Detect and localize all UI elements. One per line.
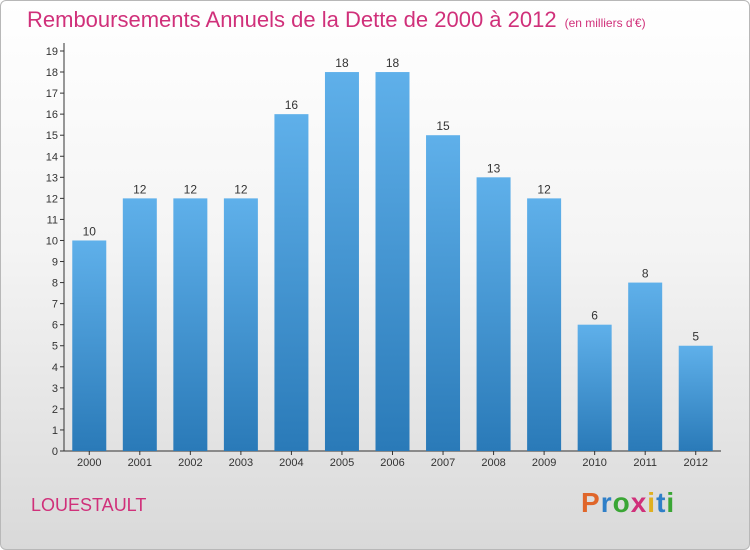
- chart-title-text: Remboursements Annuels de la Dette de 20…: [27, 7, 557, 32]
- y-tick-label: 3: [52, 383, 58, 395]
- bar: [577, 324, 612, 451]
- bar-value-label: 8: [642, 267, 649, 281]
- y-tick-label: 12: [46, 193, 58, 205]
- bar: [173, 198, 208, 451]
- logo-letter: o: [612, 487, 631, 518]
- bar-value-label: 6: [591, 309, 598, 323]
- bar: [72, 240, 107, 451]
- x-tick-label: 2003: [229, 457, 253, 469]
- x-tick-label: 2005: [330, 457, 354, 469]
- bar-value-label: 18: [386, 56, 400, 70]
- y-tick-label: 13: [46, 172, 58, 184]
- logo-letter: i: [666, 487, 676, 518]
- logo-letter: P: [581, 487, 601, 518]
- y-tick-label: 14: [46, 151, 58, 163]
- commune-name: LOUESTAULT: [31, 495, 147, 515]
- bar: [324, 72, 359, 451]
- bar: [375, 72, 410, 451]
- bar-value-label: 16: [285, 98, 299, 112]
- bar-value-label: 12: [184, 182, 198, 196]
- y-tick-label: 5: [52, 341, 58, 353]
- y-tick-label: 8: [52, 278, 58, 290]
- chart-title: Remboursements Annuels de la Dette de 20…: [27, 7, 646, 33]
- y-tick-label: 11: [47, 214, 58, 226]
- y-tick-label: 18: [46, 67, 58, 79]
- bar: [628, 282, 663, 451]
- x-tick-label: 2012: [683, 457, 707, 469]
- bar-value-label: 12: [133, 182, 147, 196]
- y-tick-label: 10: [46, 235, 58, 247]
- y-tick-label: 0: [52, 446, 58, 458]
- y-tick-label: 16: [46, 109, 58, 121]
- bar-value-label: 12: [537, 182, 551, 196]
- bar: [476, 177, 511, 451]
- bar-value-label: 12: [234, 182, 248, 196]
- x-tick-label: 2011: [633, 457, 657, 469]
- y-tick-label: 19: [46, 46, 58, 58]
- y-tick-label: 17: [46, 88, 58, 100]
- bar-value-label: 18: [335, 56, 349, 70]
- bar: [527, 198, 562, 451]
- logo-letter: x: [630, 487, 648, 518]
- x-tick-label: 2009: [532, 457, 556, 469]
- x-tick-label: 2007: [431, 457, 455, 469]
- bar-value-label: 5: [692, 330, 699, 344]
- x-tick-label: 2001: [128, 457, 152, 469]
- x-tick-label: 2006: [380, 457, 404, 469]
- logo-letter: i: [647, 487, 657, 518]
- y-tick-label: 9: [52, 257, 58, 269]
- x-tick-label: 2008: [481, 457, 505, 469]
- proxiti-logo: Proxiti: [581, 487, 675, 519]
- y-tick-label: 6: [52, 320, 58, 332]
- x-tick-label: 2000: [77, 457, 101, 469]
- y-tick-label: 7: [52, 299, 58, 311]
- bar: [678, 345, 713, 451]
- y-tick-label: 4: [52, 362, 58, 374]
- y-tick-label: 2: [52, 404, 58, 416]
- bar: [122, 198, 157, 451]
- x-tick-label: 2004: [279, 457, 303, 469]
- bar: [223, 198, 258, 451]
- bar: [274, 114, 309, 451]
- logo-letter: r: [600, 487, 613, 518]
- y-tick-label: 15: [46, 130, 58, 142]
- bar-value-label: 15: [436, 119, 450, 133]
- logo-letter: t: [656, 487, 667, 518]
- bar: [426, 135, 461, 452]
- y-tick-label: 1: [52, 425, 58, 437]
- bar-value-label: 10: [83, 224, 97, 238]
- bar-value-label: 13: [487, 161, 501, 175]
- x-tick-label: 2010: [582, 457, 606, 469]
- chart-subtitle: (en milliers d'€): [564, 16, 646, 30]
- x-tick-label: 2002: [178, 457, 202, 469]
